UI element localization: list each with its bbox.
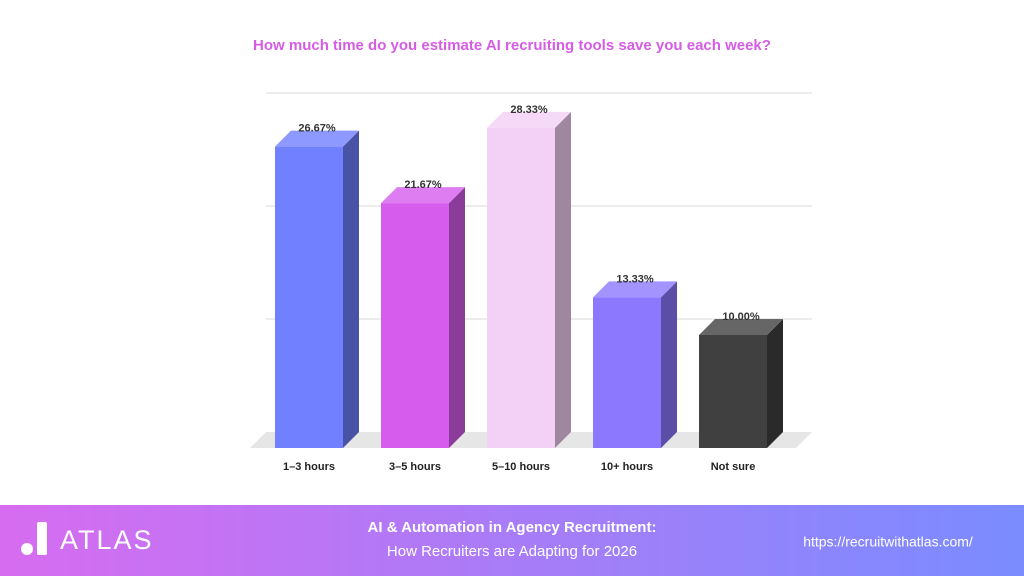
bar-side xyxy=(555,111,571,448)
value-label: 13.33% xyxy=(616,273,654,285)
bar xyxy=(699,335,767,448)
bar xyxy=(487,127,555,448)
value-label: 28.33% xyxy=(510,104,548,116)
chart-title: How much time do you estimate AI recruit… xyxy=(253,37,771,54)
footer-band xyxy=(0,505,1024,576)
x-tick-label: 10+ hours xyxy=(601,461,653,473)
x-tick-label: 3–5 hours xyxy=(389,461,441,473)
x-tick-label: 1–3 hours xyxy=(283,461,335,473)
bar xyxy=(381,203,449,448)
bar-top xyxy=(593,281,677,298)
plot: 1–3 hours 26.67% 3–5 hours 21.67% 5–10 hours… xyxy=(250,92,812,473)
bar-side xyxy=(343,130,359,448)
footer-subtitle: How Recruiters are Adapting for 2026 xyxy=(387,543,637,560)
x-tick-label: 5–10 hours xyxy=(492,461,550,473)
footer-title: AI & Automation in Agency Recruitment: xyxy=(368,519,657,536)
bar-side xyxy=(449,187,465,448)
bar xyxy=(593,297,661,448)
bar-top xyxy=(699,319,783,335)
logo-text: ATLAS xyxy=(60,525,154,555)
value-label: 21.67% xyxy=(404,179,442,191)
footer-url: https://recruitwithatlas.com/ xyxy=(803,534,973,550)
value-label: 26.67% xyxy=(298,123,336,135)
bar-top xyxy=(487,111,571,128)
bar-top xyxy=(381,187,465,204)
bar-top xyxy=(275,130,359,147)
bar-side xyxy=(767,319,783,448)
bar xyxy=(275,146,343,448)
x-tick-label: Not sure xyxy=(711,461,756,473)
logo-icon xyxy=(21,522,47,555)
bar-side xyxy=(661,281,677,448)
value-label: 10.00% xyxy=(722,311,760,323)
